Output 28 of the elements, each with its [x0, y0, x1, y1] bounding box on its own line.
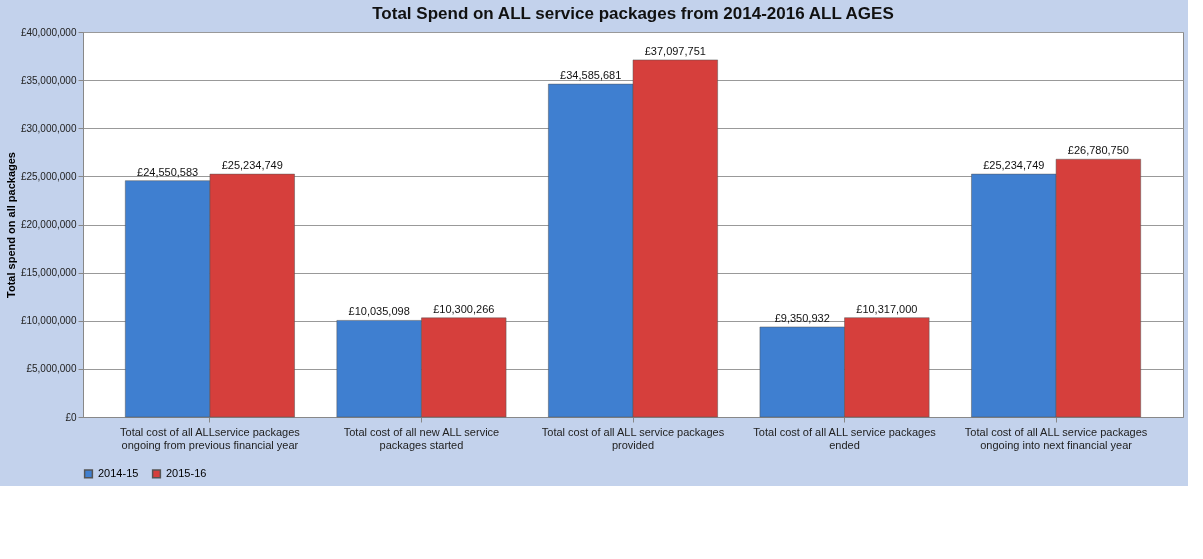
y-tick-label: £35,000,000: [20, 74, 77, 86]
y-tick-label: £0: [65, 411, 77, 423]
y-tick-label: £5,000,000: [26, 363, 77, 375]
y-tick-label: £20,000,000: [20, 219, 77, 230]
x-tick-label: Total cost of all new ALL service packages started: [343, 425, 500, 451]
y-tick-label: £10,000,000: [20, 315, 77, 327]
y-tick-label: £30,000,000: [20, 122, 77, 134]
chart-title: Total Spend on ALL service packages from 2014-2016 ALL AGES: [372, 4, 894, 23]
data-label: £37,097,751: [644, 44, 706, 57]
x-tick-label: Total cost of all ALL service packages ongoing into next financial year: [964, 425, 1148, 451]
y-tick-label: £25,000,000: [20, 170, 77, 182]
data-label: £9,350,932: [774, 312, 830, 324]
data-label: £25,234,749: [983, 159, 1045, 172]
data-label: £26,780,750: [1067, 144, 1129, 157]
x-tick-label: Total cost of all ALLservice packages ongoing from previous financial year: [120, 425, 301, 451]
x-tick-label: Total cost of all ALL service packages provided: [541, 425, 725, 451]
data-label: £25,234,749: [221, 159, 283, 172]
data-label: £10,317,000: [856, 302, 918, 315]
legend-label: 2014-15: [98, 466, 139, 479]
data-label: £10,035,098: [348, 305, 410, 318]
legend-label: 2015-16: [166, 466, 207, 479]
y-axis-title: Total spend on all packages: [4, 152, 17, 298]
data-label: £34,585,681: [560, 69, 622, 82]
data-label: £24,550,583: [137, 165, 199, 178]
x-tick-label: Total cost of all ALL service packages ended: [753, 425, 937, 451]
data-label: £10,300,266: [433, 302, 495, 315]
y-tick-label: £15,000,000: [20, 267, 77, 279]
y-tick-label: £40,000,000: [20, 26, 77, 38]
